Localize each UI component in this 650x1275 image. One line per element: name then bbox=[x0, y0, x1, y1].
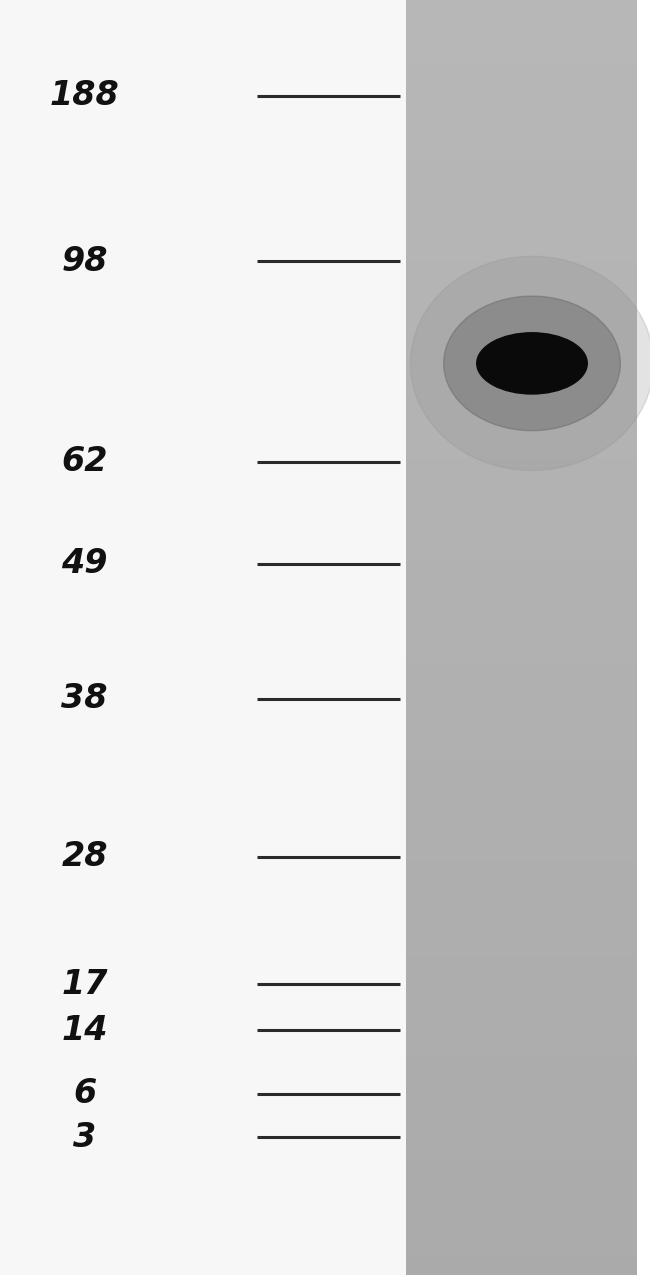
Ellipse shape bbox=[443, 296, 620, 431]
Bar bbox=[0, 0, 406, 1275]
Text: 14: 14 bbox=[61, 1014, 108, 1047]
Ellipse shape bbox=[476, 333, 587, 394]
Text: 98: 98 bbox=[61, 245, 108, 278]
Text: 49: 49 bbox=[61, 547, 108, 580]
Text: 17: 17 bbox=[61, 968, 108, 1001]
Text: 28: 28 bbox=[61, 840, 108, 873]
Text: 6: 6 bbox=[73, 1077, 96, 1111]
Text: 3: 3 bbox=[73, 1121, 96, 1154]
Ellipse shape bbox=[410, 256, 650, 470]
Text: 62: 62 bbox=[61, 445, 108, 478]
Text: 38: 38 bbox=[61, 682, 108, 715]
Text: 188: 188 bbox=[49, 79, 120, 112]
